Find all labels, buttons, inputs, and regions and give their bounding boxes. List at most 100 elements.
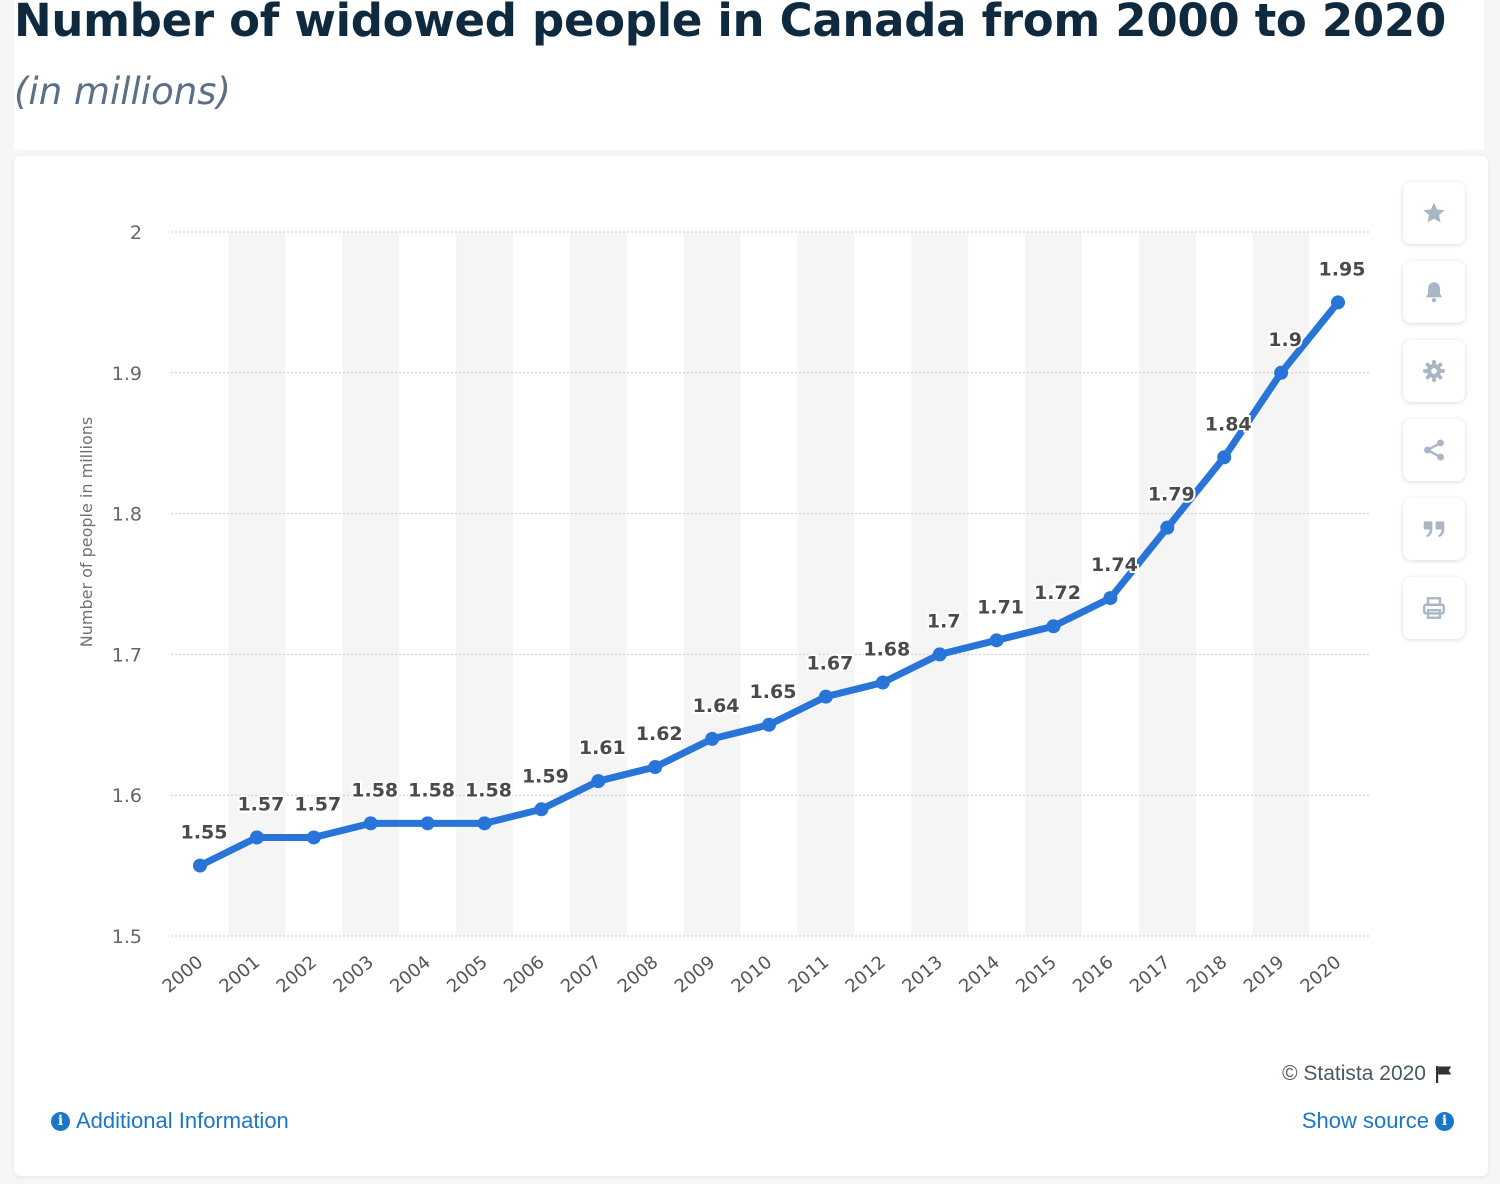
x-tick-label: 2002 [272, 952, 321, 998]
data-label: 1.58 [351, 779, 398, 801]
data-point[interactable] [193, 858, 207, 873]
header-area [14, 0, 1484, 150]
x-tick-label: 2003 [329, 952, 378, 998]
x-axis-ticks: 2000 2001 2002 2003 2004 2005 2006 2007 2008 2009… [159, 952, 1346, 998]
data-point[interactable] [1274, 365, 1289, 380]
x-tick-label: 2008 [614, 952, 663, 998]
column-stripe [569, 232, 627, 936]
data-point[interactable] [1331, 295, 1345, 310]
data-point[interactable] [875, 675, 890, 690]
page-subtitle: (in millions) [14, 70, 231, 113]
data-label: 1.95 [1319, 258, 1366, 280]
column-stripes [228, 232, 1310, 936]
data-point[interactable] [420, 816, 435, 831]
x-tick-label: 2015 [1012, 952, 1061, 998]
cite-button[interactable] [1403, 498, 1465, 560]
x-tick-label: 2018 [1183, 952, 1232, 998]
data-label: 1.57 [294, 793, 341, 815]
data-point[interactable] [591, 774, 606, 789]
data-point[interactable] [762, 717, 776, 732]
print-icon [1423, 597, 1445, 619]
data-label: 1.58 [408, 779, 455, 801]
y-axis-ticks: 1.5 1.6 1.7 1.8 1.9 2 [112, 222, 142, 948]
data-point[interactable] [363, 816, 378, 831]
data-point[interactable] [705, 731, 720, 746]
data-labels: 1.55 1.57 1.57 1.58 1.58 1.58 1.59 1.61 1.62 1.64… [179, 256, 1368, 845]
data-label: 1.59 [522, 765, 569, 787]
data-label: 1.58 [465, 779, 512, 801]
column-stripe [1025, 232, 1082, 936]
quote-icon [1423, 521, 1445, 538]
column-stripe [228, 232, 286, 936]
data-point[interactable] [534, 802, 549, 817]
x-tick-label: 2010 [728, 952, 777, 998]
column-stripe [683, 232, 741, 936]
x-tick-label: 2019 [1240, 952, 1289, 998]
data-label: 1.61 [579, 737, 626, 759]
data-label: 1.62 [636, 723, 683, 745]
bell-icon [1425, 282, 1443, 303]
x-tick-label: 2012 [841, 952, 890, 998]
x-tick-label: 2001 [216, 952, 265, 998]
info-icon: i [1435, 1111, 1454, 1131]
print-button[interactable] [1403, 577, 1465, 639]
y-tick-label: 1.9 [112, 363, 142, 385]
x-tick-label: 2007 [557, 952, 606, 998]
data-point[interactable] [249, 830, 264, 845]
data-label: 1.84 [1205, 413, 1252, 435]
x-tick-label: 2017 [1126, 952, 1175, 998]
data-label: 1.64 [693, 695, 740, 717]
data-point[interactable] [1103, 591, 1118, 606]
show-source-link[interactable]: Show source i [1302, 1108, 1454, 1134]
data-label: 1.72 [1034, 582, 1081, 604]
info-icon: i [51, 1111, 70, 1131]
notification-button[interactable] [1403, 261, 1465, 323]
x-tick-label: 2000 [159, 952, 208, 998]
column-stripe [797, 232, 855, 936]
y-axis-label: Number of people in millions [77, 417, 96, 648]
star-icon [1423, 202, 1445, 223]
data-label: 1.79 [1148, 484, 1195, 506]
flag-icon[interactable] [1434, 1064, 1454, 1084]
additional-information-link[interactable]: i Additional Information [51, 1108, 289, 1134]
favorite-button[interactable] [1403, 182, 1465, 244]
x-tick-label: 2009 [671, 952, 720, 998]
column-stripe [456, 232, 513, 936]
copyright: © Statista 2020 [1282, 1062, 1454, 1086]
data-point[interactable] [1160, 520, 1175, 535]
data-label: 1.68 [863, 639, 910, 661]
data-label: 1.55 [181, 822, 228, 844]
data-label: 1.65 [750, 681, 797, 703]
x-tick-label: 2013 [898, 952, 947, 998]
data-point[interactable] [989, 633, 1004, 648]
additional-information-label: Additional Information [76, 1108, 289, 1133]
share-button[interactable] [1403, 419, 1465, 481]
data-point[interactable] [477, 816, 492, 831]
column-stripe [1138, 232, 1196, 936]
x-tick-label: 2020 [1297, 952, 1346, 998]
data-point[interactable] [818, 689, 833, 704]
data-label: 1.67 [806, 653, 853, 675]
share-icon [1424, 439, 1444, 461]
x-tick-label: 2006 [500, 952, 549, 998]
x-tick-label: 2011 [785, 952, 834, 998]
data-label: 1.74 [1091, 554, 1138, 576]
settings-button[interactable] [1403, 340, 1465, 402]
y-tick-label: 1.7 [112, 644, 142, 666]
data-label: 1.7 [927, 610, 961, 632]
y-tick-label: 1.8 [112, 504, 142, 526]
gear-icon [1423, 360, 1445, 382]
y-tick-label: 1.5 [112, 926, 142, 948]
x-tick-label: 2005 [443, 952, 492, 998]
page-title: Number of widowed people in Canada from … [14, 0, 1446, 47]
x-tick-label: 2016 [1069, 952, 1118, 998]
data-point[interactable] [1046, 619, 1061, 634]
data-label: 1.71 [977, 596, 1024, 618]
x-tick-label: 2004 [386, 952, 435, 998]
data-point[interactable] [306, 830, 321, 845]
data-point[interactable] [648, 760, 663, 775]
data-point[interactable] [1217, 450, 1232, 465]
copyright-text: © Statista 2020 [1282, 1062, 1426, 1085]
y-tick-label: 2 [130, 222, 142, 244]
data-point[interactable] [932, 647, 947, 662]
